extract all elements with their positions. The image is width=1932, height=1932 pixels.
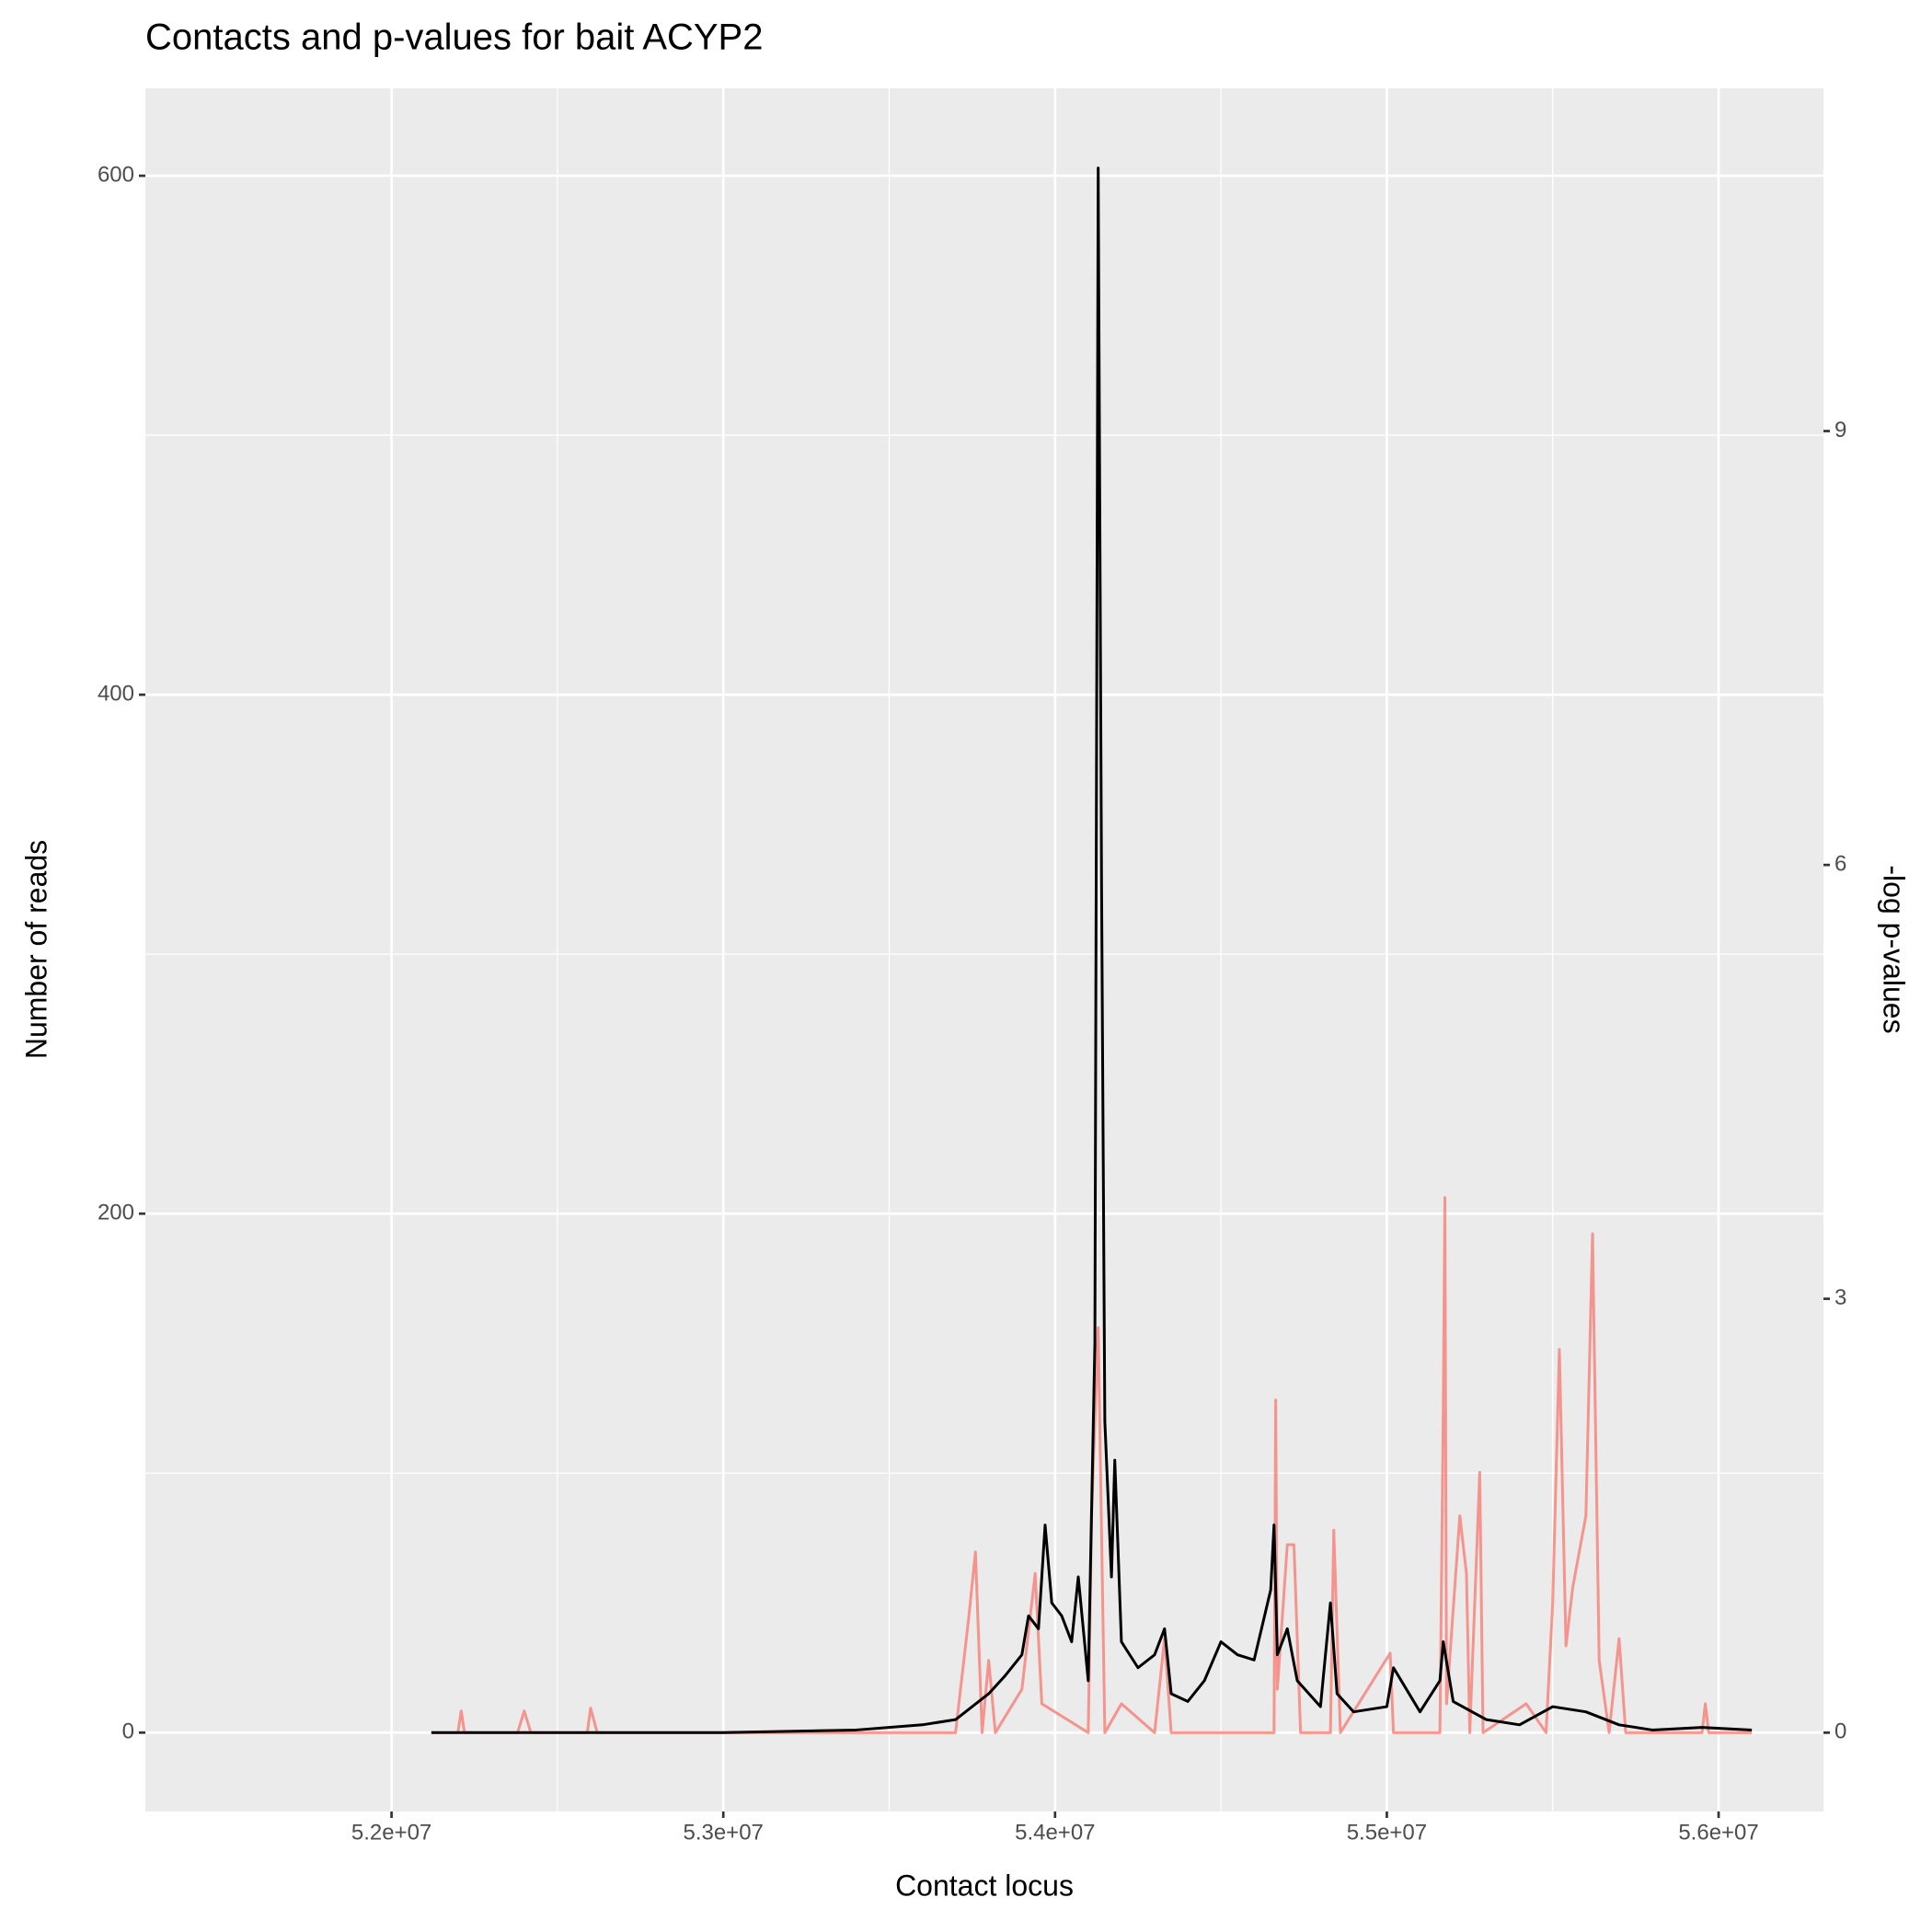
x-tick-label: 5.3e+07 — [683, 1820, 763, 1845]
y-tick-label: 400 — [98, 681, 134, 706]
axes: 5.2e+07 5.3e+07 5.4e+07 5.5e+07 5.6e+07 0 200 4… — [98, 162, 1846, 1845]
y-tick-label: 0 — [122, 1719, 134, 1744]
y-tick-label: 600 — [98, 162, 134, 187]
y-axis-title: Number of reads — [19, 840, 52, 1059]
y-tick-label: 200 — [98, 1201, 134, 1225]
y2-tick-label: 6 — [1834, 851, 1846, 876]
x-axis-title: Contact locus — [895, 1869, 1074, 1902]
y2-tick-label: 3 — [1834, 1285, 1846, 1310]
x-tick-label: 5.5e+07 — [1347, 1820, 1427, 1845]
x-tick-label: 5.2e+07 — [351, 1820, 431, 1845]
lines — [431, 167, 1753, 1734]
grid — [145, 88, 1823, 1811]
series-line — [431, 1196, 1753, 1734]
series-line — [431, 167, 1753, 1734]
y2-tick-label: 0 — [1834, 1719, 1846, 1744]
x-tick-label: 5.4e+07 — [1015, 1820, 1095, 1845]
chart-title: Contacts and p-values for bait ACYP2 — [145, 17, 763, 58]
y2-axis-title: -log p-values — [1878, 865, 1911, 1033]
x-tick-label: 5.6e+07 — [1678, 1820, 1758, 1845]
panel — [145, 88, 1823, 1811]
y2-tick-label: 9 — [1834, 418, 1846, 443]
